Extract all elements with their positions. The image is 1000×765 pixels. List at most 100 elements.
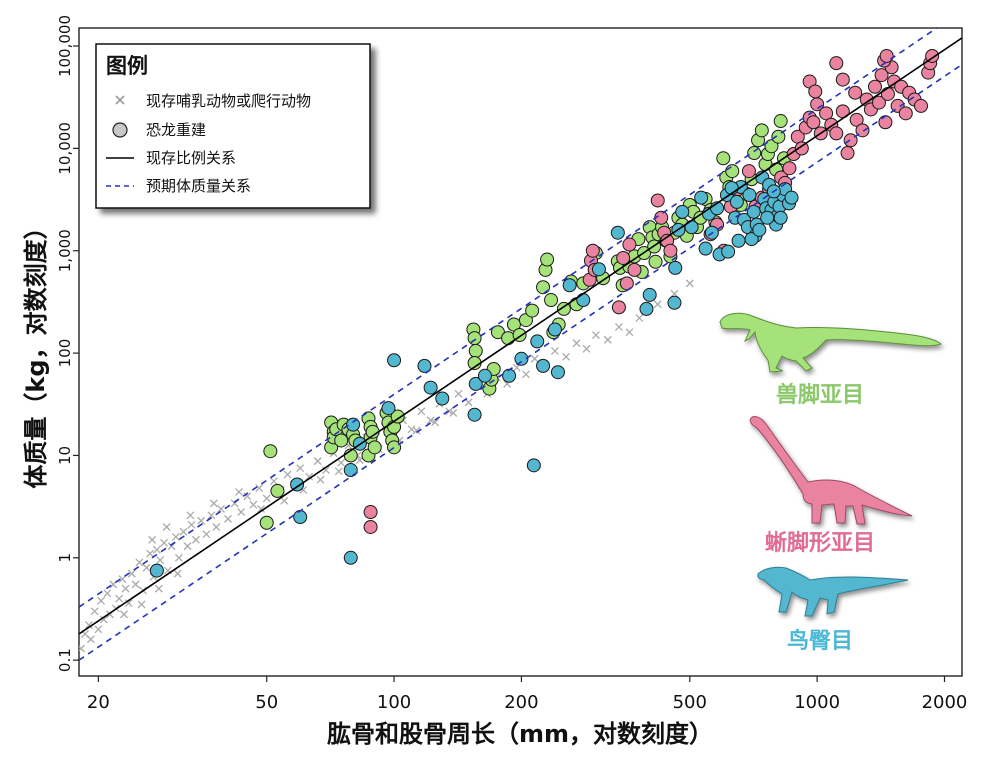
point-theropod: [367, 440, 382, 455]
point-theropod: [764, 139, 779, 154]
point-extant-x: [249, 500, 258, 509]
point-sauropodomorph: [849, 112, 864, 127]
legend-marker-circle: [112, 122, 128, 138]
point-extant-x: [173, 569, 182, 578]
x-tick-label: 200: [504, 692, 538, 713]
y-tick-label: 1,000: [56, 229, 74, 272]
point-extant-x: [135, 558, 144, 567]
point-ornithischian: [387, 353, 402, 368]
point-theropod: [556, 301, 571, 316]
point-ornithischian: [760, 210, 775, 225]
clade-label-theropoda: 兽脚亚目: [776, 382, 864, 408]
point-ornithischian: [667, 295, 682, 310]
point-extant-x: [530, 354, 539, 363]
sauropod-silhouette: [749, 416, 913, 525]
legend-marker-x: [115, 95, 125, 105]
point-theropod: [334, 433, 349, 448]
point-sauropodomorph: [835, 72, 850, 87]
point-theropod: [725, 164, 740, 179]
point-ornithischian: [381, 401, 396, 416]
point-ornithischian: [477, 368, 492, 383]
point-ornithischian: [773, 210, 788, 225]
point-ornithischian: [547, 322, 562, 337]
axis-ticks: 20 50 100 200 500 1000 2000 0.1 1 10 100 1,000 10,00…: [56, 15, 967, 713]
point-extant-x: [283, 470, 292, 479]
point-extant-x: [454, 389, 463, 398]
point-extant-x: [522, 370, 530, 379]
x-tick-label: 2000: [922, 692, 968, 713]
x-tick-label: 20: [87, 692, 110, 713]
point-theropod: [467, 331, 482, 346]
point-sauropodomorph: [914, 98, 929, 113]
y-tick-label: 10: [56, 446, 74, 465]
point-ornithischian: [610, 225, 625, 240]
point-extant-x: [156, 556, 165, 565]
point-sauropodomorph: [880, 86, 895, 101]
point-extant-x: [120, 610, 128, 619]
point-ornithischian: [536, 358, 551, 373]
point-ornithischian: [721, 244, 736, 259]
point-sauropodomorph: [616, 250, 631, 265]
point-extant-x: [337, 458, 346, 467]
point-ornithischian: [639, 301, 654, 316]
point-ornithischian: [742, 188, 757, 203]
point-extant-x: [118, 575, 127, 584]
point-sauropodomorph: [794, 141, 809, 156]
point-sauropodomorph: [829, 56, 844, 71]
point-extant-x: [685, 279, 694, 288]
y-tick-label: 10,000: [56, 122, 74, 175]
point-sauropodomorph: [898, 106, 913, 121]
point-sauropodomorph: [843, 133, 858, 148]
point-ornithischian: [784, 190, 799, 205]
point-ornithischian: [468, 376, 483, 391]
point-extant-x: [207, 511, 216, 520]
point-extant-x: [124, 599, 133, 608]
point-extant-x: [131, 580, 140, 589]
point-theropod: [387, 440, 402, 455]
reference-lines: [79, 28, 962, 661]
point-extant-x: [154, 584, 163, 593]
point-extant-x: [582, 344, 591, 353]
point-ornithischian: [343, 550, 358, 565]
x-tick-label: 1000: [794, 692, 840, 713]
point-ornithischian: [642, 287, 657, 302]
expected-lower-dashed-line: [79, 63, 962, 661]
point-extant-x: [202, 530, 211, 539]
y-tick-label: 1: [56, 553, 74, 563]
point-extant-x: [635, 314, 644, 322]
point-theropod: [773, 114, 788, 129]
point-ornithischian: [435, 391, 450, 406]
point-theropod: [468, 343, 483, 358]
theropod-silhouette: [719, 312, 942, 373]
point-extant-x: [321, 466, 330, 475]
legend: 图例 现存哺乳动物或爬行动物 恐龙重建 现存比例关系 预期体质量关系: [95, 43, 371, 209]
point-ornithischian: [293, 510, 308, 525]
point-ornithischian: [343, 463, 358, 478]
point-extant-x: [142, 563, 151, 572]
point-ornithischian: [694, 190, 709, 205]
point-ornithischian: [731, 233, 746, 248]
point-extant-x: [162, 523, 171, 531]
legend-title: 图例: [106, 54, 148, 78]
point-ornithischian: [675, 204, 690, 219]
point-ornithischian: [502, 368, 517, 383]
point-extant-x: [445, 407, 454, 416]
x-tick-label: 500: [673, 692, 707, 713]
point-theropod: [540, 252, 555, 267]
point-extant-x: [670, 289, 679, 298]
point-extant-x: [280, 496, 289, 505]
point-sauropodomorph: [619, 276, 634, 291]
point-extant-x: [334, 467, 343, 476]
point-theropod: [263, 444, 278, 459]
point-extant-x: [255, 484, 264, 493]
point-sauropodomorph: [363, 519, 378, 534]
point-sauropodomorph: [879, 48, 894, 63]
point-theropod: [501, 331, 516, 346]
point-ornithischian: [668, 260, 683, 275]
point-sauropodomorph: [925, 48, 940, 63]
point-theropod: [716, 151, 731, 166]
point-extant-x: [572, 339, 581, 348]
legend-label-scaling: 现存比例关系: [146, 149, 236, 167]
point-ornithischian: [417, 358, 432, 373]
point-extant-x: [186, 511, 195, 520]
